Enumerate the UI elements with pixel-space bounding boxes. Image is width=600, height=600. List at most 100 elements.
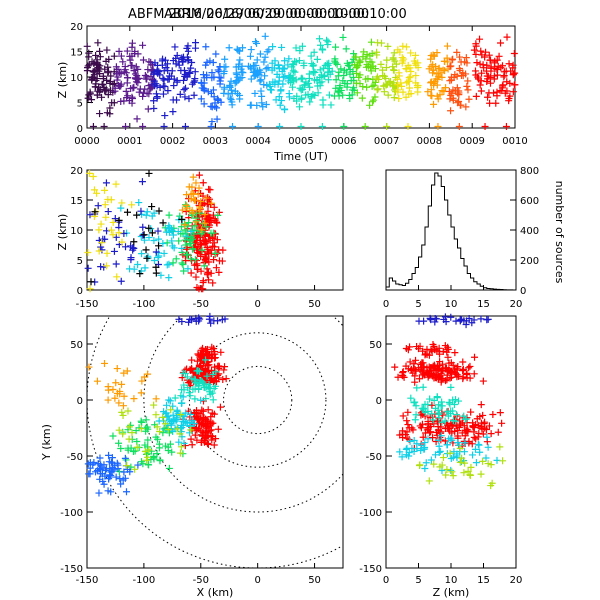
x-height-point bbox=[178, 206, 186, 214]
x-height-point bbox=[208, 233, 216, 241]
plan-view-point bbox=[116, 475, 124, 483]
plan-view-point bbox=[177, 411, 184, 419]
hy-x-tick-label: 20 bbox=[510, 575, 523, 586]
plan-view-point bbox=[178, 318, 186, 326]
plan-view-point bbox=[169, 427, 177, 435]
height-y-point bbox=[411, 378, 419, 386]
height-y-point bbox=[445, 398, 453, 406]
height-y-point bbox=[463, 426, 471, 434]
x-height-point bbox=[179, 261, 187, 269]
x-height-point bbox=[204, 200, 212, 208]
time-height-ylabel: Z (km) bbox=[56, 62, 69, 99]
x-height-point bbox=[212, 264, 220, 272]
height-y-point bbox=[436, 350, 444, 358]
height-y-point bbox=[453, 452, 461, 460]
height-y-point bbox=[411, 416, 419, 424]
plan-view-point bbox=[209, 396, 217, 404]
time-height-point bbox=[494, 65, 502, 73]
time-height-point bbox=[397, 79, 405, 87]
hy-y-tick-label: -50 bbox=[366, 452, 382, 463]
x-height-point bbox=[211, 249, 219, 257]
time-height-point bbox=[509, 88, 517, 96]
time-height-point bbox=[110, 80, 118, 88]
x-height-point bbox=[191, 222, 199, 230]
time-height-point bbox=[289, 60, 297, 68]
height-y-point bbox=[418, 359, 426, 367]
time-height-point bbox=[84, 94, 92, 102]
height-y-point bbox=[442, 471, 450, 479]
time-height-point bbox=[191, 44, 199, 52]
x-height-point bbox=[143, 254, 151, 262]
x-height-point bbox=[95, 247, 103, 255]
plan-view-point bbox=[164, 443, 172, 451]
height-y-point bbox=[422, 459, 430, 467]
x-height-point bbox=[210, 256, 218, 264]
time-height-point bbox=[236, 56, 244, 64]
time-height-point bbox=[103, 109, 111, 117]
height-y-point bbox=[409, 369, 417, 377]
height-y-point bbox=[462, 371, 470, 378]
time-height-point bbox=[186, 69, 194, 77]
time-height-point bbox=[342, 45, 350, 53]
x-height-point bbox=[152, 269, 160, 277]
plan-view-point bbox=[143, 453, 151, 461]
time-height-point bbox=[384, 42, 392, 50]
time-height-point bbox=[225, 44, 233, 52]
plan-view-point bbox=[166, 397, 174, 405]
height-y-point bbox=[463, 414, 471, 422]
plan-view-point bbox=[144, 461, 152, 469]
plan-view-point bbox=[150, 454, 158, 462]
x-height-point bbox=[187, 227, 195, 235]
x-height-point bbox=[90, 186, 98, 194]
hy-y-tick-label: -150 bbox=[359, 564, 382, 575]
hy-y-tick-label: 0 bbox=[376, 396, 382, 407]
plan-view-point bbox=[193, 436, 201, 444]
time-height-point bbox=[120, 68, 128, 76]
time-height-point bbox=[100, 84, 108, 92]
height-y-point bbox=[457, 420, 465, 428]
z-tick-label: 10 bbox=[70, 73, 83, 84]
x-height-point bbox=[94, 202, 102, 210]
plan-view-point bbox=[115, 399, 123, 407]
x-height-point bbox=[86, 211, 94, 219]
time-height-point bbox=[181, 72, 189, 80]
time-height-point bbox=[384, 91, 392, 99]
plan-view-point bbox=[154, 435, 162, 443]
time-height-point bbox=[462, 54, 470, 62]
x-height-point bbox=[102, 179, 110, 187]
plan-x-tick-label: 50 bbox=[308, 575, 321, 586]
time-height-point bbox=[402, 93, 410, 101]
plan-view-point bbox=[167, 406, 175, 414]
plan-view-point bbox=[185, 389, 193, 397]
time-height-point bbox=[103, 46, 111, 54]
time-height-point bbox=[407, 68, 415, 76]
time-height-point bbox=[207, 102, 215, 110]
time-height-point bbox=[206, 57, 214, 65]
time-height-point bbox=[296, 84, 304, 92]
x-height-point bbox=[209, 242, 217, 250]
x-height-point bbox=[170, 244, 178, 252]
time-height-point bbox=[261, 72, 269, 80]
time-height-point bbox=[220, 63, 228, 71]
height-y-point bbox=[441, 313, 449, 321]
plan-view-point bbox=[112, 473, 120, 481]
height-y-point bbox=[426, 314, 434, 322]
height-y-point bbox=[391, 363, 399, 371]
time-height-point bbox=[339, 77, 347, 85]
x-height-point bbox=[210, 239, 218, 247]
x-height-point bbox=[142, 211, 150, 219]
plan-view-point bbox=[150, 401, 158, 409]
hy-x-tick-label: 15 bbox=[477, 575, 490, 586]
plan-view-point bbox=[122, 488, 130, 496]
x-height-point bbox=[138, 210, 146, 218]
time-height-point bbox=[276, 122, 284, 130]
x-tick-label: 0 bbox=[254, 299, 260, 310]
x-height-point bbox=[160, 249, 168, 257]
plan-view-point bbox=[142, 456, 150, 464]
time-height-point bbox=[270, 64, 278, 72]
plan-view-point bbox=[134, 461, 142, 469]
plan-view-point bbox=[208, 343, 216, 351]
plan-view-point bbox=[179, 421, 187, 429]
x-height-point bbox=[202, 237, 210, 245]
